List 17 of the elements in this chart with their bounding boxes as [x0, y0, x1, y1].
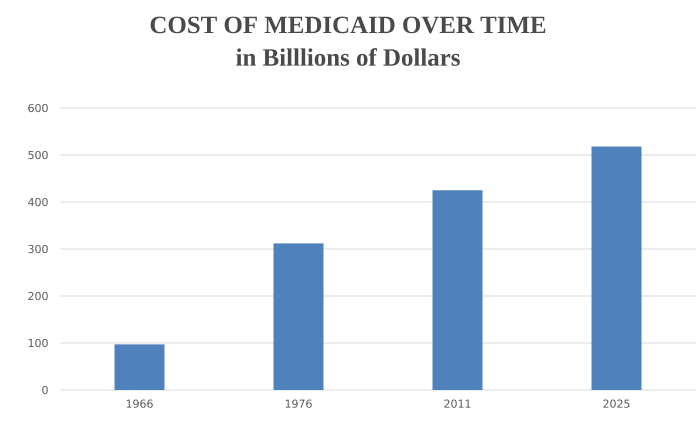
chart-subtitle: in Billlions of Dollars [236, 48, 460, 66]
y-tick-label: 600 [28, 104, 48, 112]
x-tick-label: 2025 [603, 400, 630, 408]
chart-title: COST OF MEDICAID OVER TIME [150, 16, 546, 34]
y-tick-label: 200 [28, 292, 48, 300]
y-tick-label: 300 [28, 244, 48, 254]
x-tick-label: 2011 [444, 400, 470, 408]
x-tick-label: 1966 [126, 400, 153, 408]
y-tick-label: 400 [28, 198, 48, 206]
bar [592, 146, 642, 390]
bar [432, 190, 483, 390]
y-tick-label: 500 [28, 150, 48, 160]
y-tick-label: 0 [42, 386, 48, 394]
y-tick-label: 100 [28, 338, 48, 348]
x-tick-label: 1976 [286, 400, 312, 408]
bar [114, 344, 165, 390]
bar [274, 243, 324, 390]
